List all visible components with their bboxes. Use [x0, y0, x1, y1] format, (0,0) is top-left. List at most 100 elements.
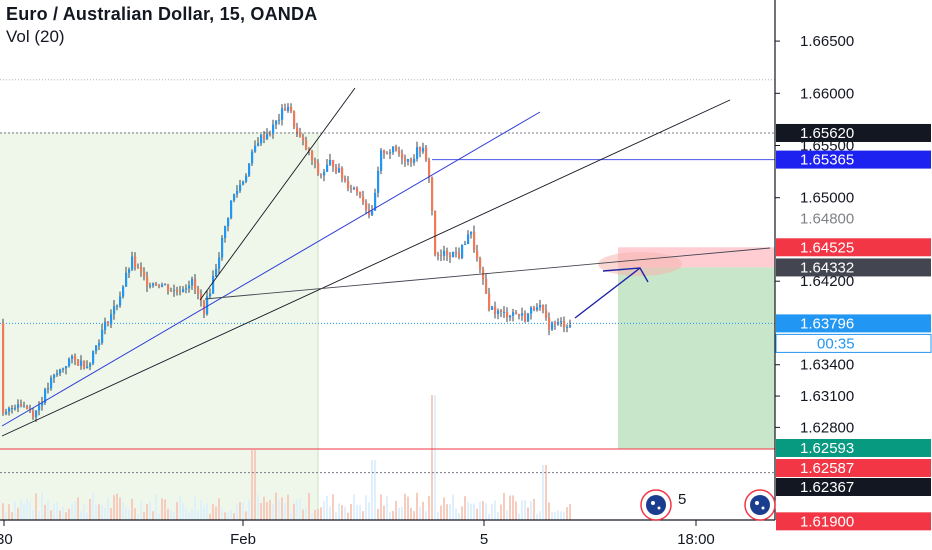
event-count-text: 5 — [678, 491, 686, 508]
candle — [557, 318, 560, 326]
price-badge-resistance-high-bg — [776, 123, 931, 142]
candle-body — [155, 283, 158, 286]
candle-body — [41, 402, 44, 406]
candle — [275, 120, 278, 130]
candle-body — [176, 289, 179, 292]
candle — [515, 309, 518, 315]
candle-body — [233, 194, 236, 201]
volume-bar — [464, 496, 466, 520]
candle — [317, 159, 320, 176]
candle — [119, 291, 122, 308]
candle-body — [146, 276, 149, 286]
candle-body — [164, 284, 167, 286]
candle-body — [506, 311, 509, 318]
candle-body — [188, 285, 191, 289]
volume-bar — [461, 506, 463, 520]
candle — [182, 286, 185, 293]
dark-trendline-flat — [204, 247, 771, 300]
candle — [134, 252, 137, 271]
volume-bar — [215, 506, 217, 520]
candle — [476, 244, 479, 262]
candle — [104, 317, 107, 335]
candle — [494, 301, 497, 319]
volume-bar — [473, 503, 475, 520]
candle-body — [464, 244, 467, 246]
candle — [92, 350, 95, 366]
candle — [116, 304, 119, 311]
price-badge-take-profit-bg — [776, 438, 931, 457]
candle-body — [356, 187, 359, 192]
candle — [347, 176, 350, 192]
volume-bar — [377, 508, 379, 520]
volume-indicator-label[interactable]: Vol (20) — [6, 27, 65, 46]
candle — [56, 369, 59, 377]
economic-event-marker-2-star — [761, 506, 765, 510]
volume-bar — [272, 504, 274, 520]
symbol-title[interactable]: Euro / Australian Dollar, 15, OANDA — [6, 4, 318, 24]
candle-body — [437, 254, 440, 256]
volume-bar — [413, 511, 415, 520]
time-tick-label: 18:00 — [677, 531, 715, 548]
candle — [389, 149, 392, 159]
volume-bar — [32, 510, 34, 520]
candle — [197, 285, 200, 300]
economic-event-marker: 5 — [640, 489, 686, 521]
candle — [356, 186, 359, 196]
candle — [74, 353, 77, 366]
candle-body — [557, 322, 560, 325]
volume-bar — [515, 501, 517, 520]
volume-bar — [350, 503, 352, 520]
candle — [242, 180, 245, 186]
candle-body — [101, 329, 104, 343]
volume-bar — [107, 497, 109, 520]
candle — [68, 357, 71, 368]
volume-bar — [80, 511, 82, 520]
candle-body — [272, 124, 275, 134]
volume-bar — [332, 494, 334, 520]
candle-body — [329, 159, 332, 165]
volume-bar — [185, 507, 187, 520]
price-tick-label-hidden: 1.64800 — [800, 211, 854, 228]
candle — [284, 103, 287, 111]
candle-body — [86, 366, 89, 369]
volume-bar — [302, 509, 304, 520]
candle — [503, 306, 506, 319]
volume-bar — [68, 508, 70, 520]
candle-body — [182, 289, 185, 293]
candle — [185, 284, 188, 294]
candle — [314, 157, 317, 169]
volume-bar — [386, 496, 388, 520]
candle — [326, 158, 329, 173]
candle — [155, 281, 158, 287]
trendlines — [1, 87, 771, 437]
candle — [251, 149, 254, 166]
candle-body — [434, 210, 437, 255]
time-tick-label: Feb — [230, 531, 256, 548]
candle-body — [521, 313, 524, 316]
candle-body — [17, 404, 20, 408]
candle-body — [488, 293, 491, 310]
candle — [260, 134, 263, 146]
candle-body — [299, 132, 302, 137]
candle — [248, 163, 251, 178]
candle-body — [290, 106, 293, 112]
candle-body — [203, 300, 206, 314]
candle — [269, 130, 272, 137]
volume-bar — [179, 495, 181, 520]
volume-bar — [95, 504, 97, 520]
candle-body — [476, 250, 479, 259]
candle — [254, 140, 257, 153]
candle-body — [221, 238, 224, 258]
volume-bar — [140, 501, 142, 520]
candle — [71, 354, 74, 364]
volume-bar — [152, 511, 154, 520]
candle-body — [131, 256, 134, 270]
candle — [101, 323, 104, 345]
candle — [206, 290, 209, 316]
volume-bar — [56, 501, 58, 520]
candle — [386, 151, 389, 155]
candle — [353, 186, 356, 191]
candle — [38, 401, 41, 416]
countdown-badge-text: 00:35 — [817, 335, 855, 352]
